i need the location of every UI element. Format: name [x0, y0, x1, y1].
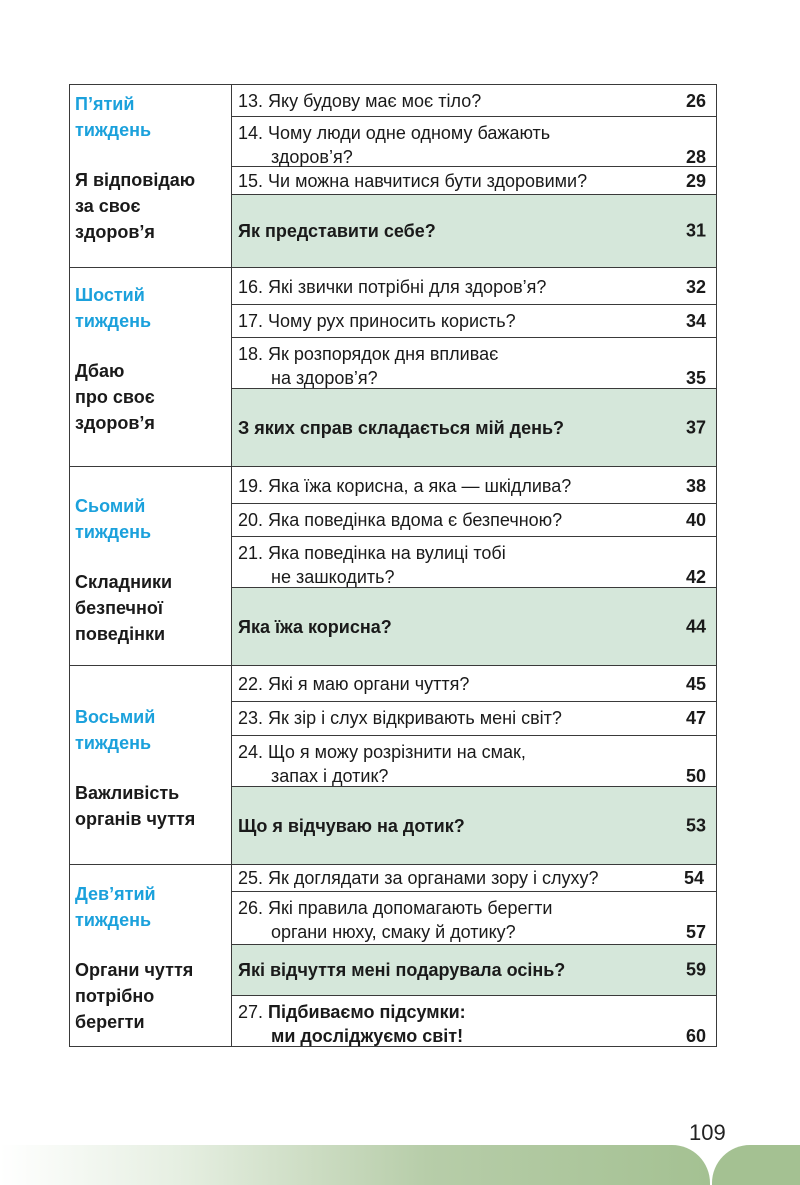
lesson-row[interactable]: 17. Чому рух приносить користь? 34: [231, 304, 717, 338]
lesson-row[interactable]: 14. Чому люди одне одному бажають здоров’…: [231, 116, 717, 167]
lesson-row[interactable]: 15. Чи можна навчитися бути здоровими? 29: [231, 166, 717, 195]
page-ref: 37: [685, 417, 706, 437]
page-ref: 29: [685, 171, 706, 191]
page-ref: 50: [685, 766, 706, 786]
page-ref: 32: [685, 277, 706, 297]
page-ref: 35: [685, 368, 706, 388]
lesson-row[interactable]: 21. Яка поведінка на вулиці тобі не зашко…: [231, 536, 717, 588]
week-title: Восьмий тиждень: [75, 707, 156, 753]
lesson-row[interactable]: 25. Як доглядати за органами зору і слух…: [231, 864, 717, 892]
page-ref: 28: [685, 147, 706, 167]
footer-band-tab: [712, 1145, 800, 1185]
page-ref: 40: [685, 510, 706, 530]
lesson-row[interactable]: 24. Що я можу розрізнити на смак, запах і…: [231, 735, 717, 787]
project-row[interactable]: Які відчуття мені подарувала осінь? 59: [231, 944, 717, 996]
lesson-row[interactable]: 16. Які звички потрібні для здоров’я? 32: [231, 267, 717, 305]
page-ref: 34: [685, 311, 706, 331]
section-theme: Органи чуття потрібно берегти: [75, 960, 194, 1032]
section-theme: Я відповідаю за своє здоров’я: [75, 170, 196, 242]
page-ref: 45: [685, 674, 706, 694]
page-ref: 31: [685, 220, 706, 241]
lesson-row[interactable]: 23. Як зір і слух відкривають мені світ?…: [231, 701, 717, 736]
project-row[interactable]: З яких справ складається мій день? 37: [231, 388, 717, 467]
page-ref: 44: [685, 616, 706, 636]
week-title: П’ятий тиждень: [75, 94, 152, 140]
section-theme: Важливість органів чуття: [75, 783, 196, 829]
section-theme: Дбаю про своє здоров’я: [75, 361, 155, 433]
page-ref: 59: [685, 959, 706, 980]
week-title: Дев’ятий тиждень: [75, 884, 156, 930]
project-row[interactable]: Яка їжа корисна? 44: [231, 587, 717, 666]
lesson-row[interactable]: 26. Які правила допомагають берегти орган…: [231, 891, 717, 945]
section-theme: Складники безпечної поведінки: [75, 572, 173, 644]
page-ref: 54: [683, 868, 704, 888]
final-lesson-row[interactable]: 27. Підбиваємо підсумки: ми досліджуємо …: [231, 995, 717, 1047]
section-cell: Восьмий тиждень Важливість органів чуття: [69, 665, 232, 865]
section-cell: П’ятий тиждень Я відповідаю за своє здоров’…: [69, 84, 232, 268]
page-ref: 42: [685, 567, 706, 587]
section-cell: Сьомий тиждень Складники безпечної поведінк…: [69, 466, 232, 666]
footer-band: [0, 1145, 710, 1185]
page-ref: 57: [685, 922, 706, 942]
project-row[interactable]: Як представити себе? 31: [231, 194, 717, 268]
week-title: Сьомий тиждень: [75, 496, 152, 542]
lesson-row[interactable]: 20. Яка поведінка вдома є безпечною? 40: [231, 503, 717, 537]
lesson-row[interactable]: 22. Які я маю органи чуття? 45: [231, 665, 717, 702]
page-ref: 38: [685, 476, 706, 496]
page-ref: 53: [685, 815, 706, 835]
page-ref: 26: [685, 91, 706, 111]
section-cell: Дев’ятий тиждень Органи чуття потрібно бере…: [69, 864, 232, 1047]
section-cell: Шостий тиждень Дбаю про своє здоров’я: [69, 267, 232, 467]
table-of-contents: П’ятий тиждень Я відповідаю за своє здоров’…: [69, 84, 717, 1047]
page-ref: 60: [685, 1026, 706, 1046]
page-ref: 47: [685, 708, 706, 728]
lesson-row[interactable]: 13. Яку будову має моє тіло? 26: [231, 84, 717, 117]
lesson-row[interactable]: 18. Як розпорядок дня впливає на здоров’я…: [231, 337, 717, 389]
week-title: Шостий тиждень: [75, 285, 152, 331]
project-row[interactable]: Що я відчуваю на дотик? 53: [231, 786, 717, 865]
page-number: 109: [689, 1120, 726, 1145]
lesson-row[interactable]: 19. Яка їжа корисна, а яка — шкідлива? 38: [231, 466, 717, 504]
